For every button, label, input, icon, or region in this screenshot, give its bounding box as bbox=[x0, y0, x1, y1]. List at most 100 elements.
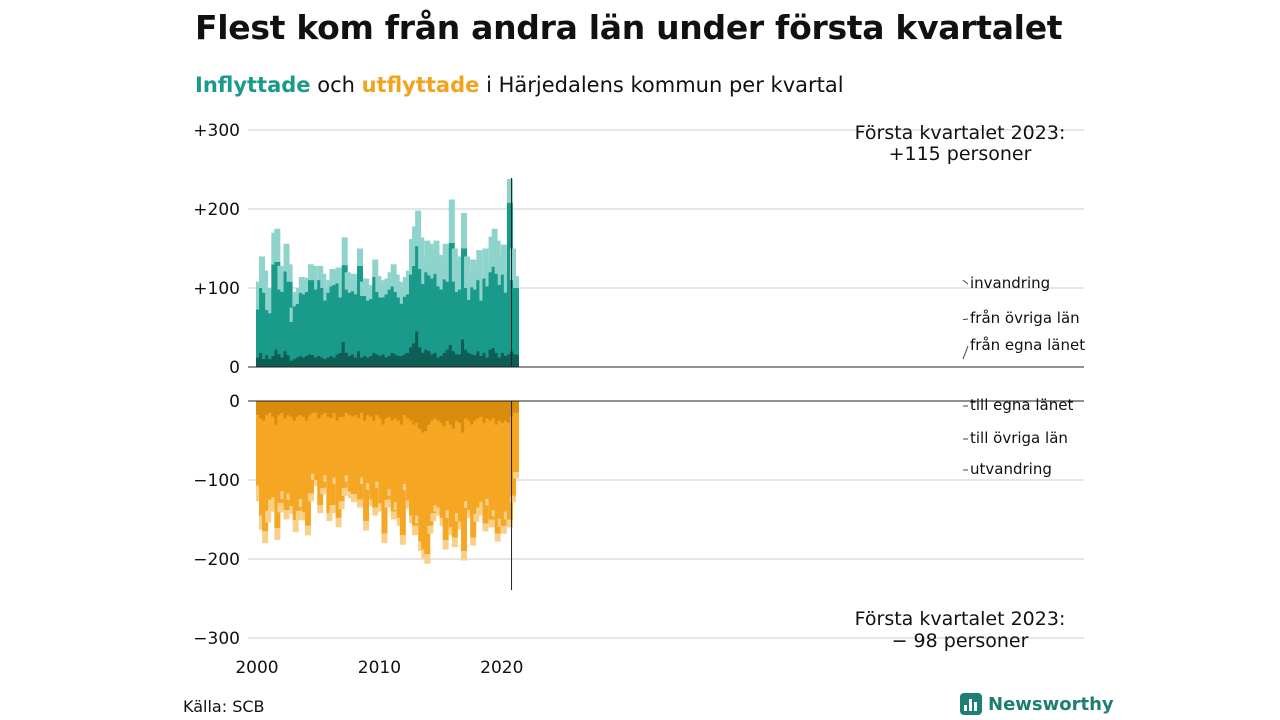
outflow-bar-emigration bbox=[280, 491, 287, 499]
inflow-bar-immigration bbox=[390, 264, 397, 287]
outflow-bar-other-counties bbox=[314, 412, 321, 480]
outflow-bar-other-counties bbox=[424, 431, 431, 555]
inflow-bar-other-counties bbox=[427, 275, 434, 352]
inflow-bar-other-counties bbox=[308, 280, 315, 355]
inflow-bar-immigration bbox=[494, 240, 501, 274]
inflow-bar-immigration bbox=[457, 256, 464, 290]
outflow-bar-emigration bbox=[350, 494, 357, 503]
brand-name: Newsworthy bbox=[988, 693, 1114, 715]
inflow-bar-other-counties bbox=[442, 279, 449, 353]
inflow-bar-other-counties bbox=[280, 291, 287, 358]
inflow-bar-other-counties bbox=[274, 261, 281, 350]
inflow-bar-immigration bbox=[485, 262, 492, 287]
inflow-bar-own-county bbox=[298, 355, 305, 367]
outflow-bar-own-county bbox=[513, 401, 520, 413]
inflow-bar-immigration bbox=[280, 272, 287, 292]
outflow-bar-own-county bbox=[344, 401, 351, 413]
inflow-bar-immigration bbox=[387, 272, 394, 290]
inflow-bar-other-counties bbox=[381, 297, 388, 355]
outflow-bar-emigration bbox=[353, 494, 360, 503]
outflow-bar-emigration bbox=[332, 477, 339, 484]
inflow-bar-own-county bbox=[500, 352, 507, 367]
inflow-bar-own-county bbox=[497, 357, 504, 367]
outflow-bar-own-county bbox=[360, 401, 367, 413]
outflow-bar-own-county bbox=[436, 401, 443, 421]
outflow-bar-other-counties bbox=[295, 416, 302, 511]
inflow-bar-other-counties bbox=[301, 294, 308, 358]
outflow-bar-emigration bbox=[415, 515, 422, 524]
inflow-bar-own-county bbox=[513, 354, 520, 367]
inflow-bar-immigration bbox=[506, 178, 513, 203]
inflow-bar-own-county bbox=[317, 355, 324, 367]
outflow-bar-own-county bbox=[292, 401, 299, 421]
legend-leader-line bbox=[962, 279, 969, 285]
inflow-bar-own-county bbox=[442, 352, 449, 367]
inflow-bar-immigration bbox=[399, 288, 406, 304]
outflow-bar-emigration bbox=[506, 519, 513, 528]
outflow-bar-emigration bbox=[289, 506, 296, 514]
inflow-bar-other-counties bbox=[409, 274, 415, 348]
outflow-bar-emigration bbox=[375, 481, 382, 488]
outflow-bar-own-county bbox=[366, 401, 373, 416]
inflow-bar-immigration bbox=[433, 240, 440, 274]
inflow-bar-other-counties bbox=[485, 286, 492, 358]
inflow-bar-immigration bbox=[360, 281, 367, 296]
outflow-bar-own-county bbox=[399, 401, 406, 425]
inflow-bar-other-counties bbox=[393, 291, 400, 355]
inflow-bar-own-county bbox=[366, 357, 373, 367]
outflow-bar-emigration bbox=[439, 517, 446, 526]
inflow-bar-immigration bbox=[317, 265, 324, 281]
inflow-bar-own-county bbox=[409, 347, 415, 367]
outflow-bar-emigration bbox=[363, 521, 370, 531]
inflow-bar-own-county bbox=[491, 348, 498, 367]
outflow-bar-emigration bbox=[311, 473, 318, 480]
outflow-bar-emigration bbox=[467, 510, 474, 518]
outflow-bar-emigration bbox=[268, 499, 275, 512]
inflow-bar-immigration bbox=[473, 264, 480, 290]
inflow-bar-immigration bbox=[274, 228, 281, 262]
outflow-bar-other-counties bbox=[506, 423, 513, 520]
outflow-bar-other-counties bbox=[454, 420, 461, 514]
inflow-bar-own-county bbox=[369, 355, 376, 367]
inflow-bar-immigration bbox=[436, 254, 443, 287]
inflow-bar-own-county bbox=[329, 355, 336, 367]
inflow-bar-other-counties bbox=[366, 300, 373, 358]
outflow-bar-own-county bbox=[442, 401, 449, 427]
inflow-bar-own-county bbox=[467, 352, 474, 367]
inflow-bar-immigration bbox=[409, 239, 415, 275]
outflow-bar-emigration bbox=[497, 518, 504, 527]
inflow-bar-immigration bbox=[344, 272, 351, 290]
outflow-bar-emigration bbox=[308, 493, 315, 502]
inflow-bar-other-counties bbox=[304, 291, 311, 356]
outflow-bar-emigration bbox=[424, 554, 431, 564]
outflow-bar-own-county bbox=[467, 401, 474, 421]
outflow-bar-other-counties bbox=[448, 424, 455, 528]
outflow-bar-emigration bbox=[274, 528, 281, 541]
brand-logo[interactable]: Newsworthy bbox=[960, 693, 1114, 715]
inflow-bar-own-county bbox=[360, 357, 367, 367]
inflow-bar-own-county bbox=[268, 359, 275, 367]
outflow-bar-emigration bbox=[301, 512, 308, 521]
legend-leader-line bbox=[962, 345, 969, 360]
inflow-bar-other-counties bbox=[513, 288, 520, 355]
inflow-bar-immigration bbox=[491, 228, 498, 267]
outflow-bar-other-counties bbox=[402, 415, 409, 484]
outflow-bar-own-county bbox=[271, 401, 278, 417]
outflow-bar-emigration bbox=[283, 510, 290, 520]
inflow-bar-immigration bbox=[439, 257, 446, 290]
outflow-bar-other-counties bbox=[335, 420, 342, 518]
inflow-bar-own-county bbox=[323, 359, 330, 367]
outflow-bar-other-counties bbox=[451, 428, 458, 538]
inflow-bar-other-counties bbox=[509, 280, 516, 352]
inflow-bar-immigration bbox=[418, 237, 425, 270]
inflow-bar-immigration bbox=[461, 212, 468, 249]
outflow-bar-emigration bbox=[442, 540, 449, 550]
bar-chart-icon bbox=[960, 693, 982, 715]
inflow-bar-other-counties bbox=[476, 280, 483, 352]
inflow-bar-immigration bbox=[353, 280, 360, 295]
inflow-bar-own-county bbox=[421, 352, 428, 367]
outflow-bar-emigration bbox=[454, 513, 461, 522]
outflow-bar-emigration bbox=[390, 511, 397, 520]
outflow-bar-emigration bbox=[317, 505, 324, 514]
inflow-bar-other-counties bbox=[292, 306, 299, 360]
